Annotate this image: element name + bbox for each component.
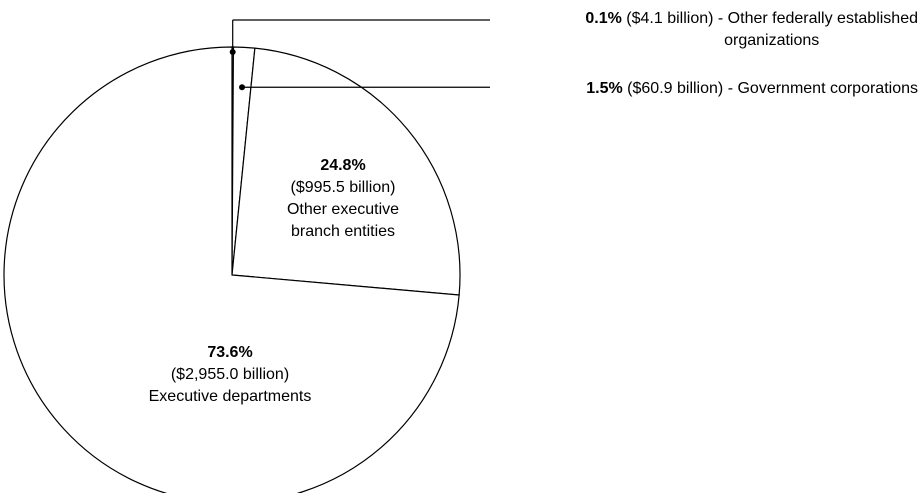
slice-name: Executive departments xyxy=(148,388,312,405)
slice-name-line-2: organizations xyxy=(724,32,820,49)
pie-slice-2 xyxy=(231,47,461,296)
slice-percent: 73.6% xyxy=(207,344,253,361)
slice-amount: ($2,955.0 billion) xyxy=(170,366,290,383)
pie-slice-3 xyxy=(3,46,460,493)
slice-name: Government corporations xyxy=(737,80,918,97)
slice-amount: ($995.5 billion) xyxy=(290,179,396,196)
pie-slices xyxy=(3,46,461,493)
slice-percent: 0.1% xyxy=(585,10,622,27)
slice-name-line-1: Other executive xyxy=(286,201,400,218)
slice-label-executive-departments: 73.6% ($2,955.0 billion) Executive depar… xyxy=(130,342,330,408)
slice-percent: 24.8% xyxy=(320,157,366,174)
slice-amount: ($4.1 billion) xyxy=(626,10,714,27)
callout-label-other-federal: 0.1% ($4.1 billion) - Other federally es… xyxy=(585,8,918,52)
slice-amount: ($60.9 billion) xyxy=(627,80,724,97)
slice-dash: - xyxy=(727,80,734,97)
slice-name-line-1: Other federally established xyxy=(727,10,918,27)
callout-label-government-corporations: 1.5% ($60.9 billion) - Government corpor… xyxy=(586,78,918,100)
slice-dash: - xyxy=(717,10,724,27)
slice-name-line-2: branch entities xyxy=(290,223,396,240)
callout-leader-lines xyxy=(229,19,490,91)
slice-percent: 1.5% xyxy=(586,80,623,97)
slice-label-other-executive: 24.8% ($995.5 billion) Other executive b… xyxy=(268,155,418,243)
